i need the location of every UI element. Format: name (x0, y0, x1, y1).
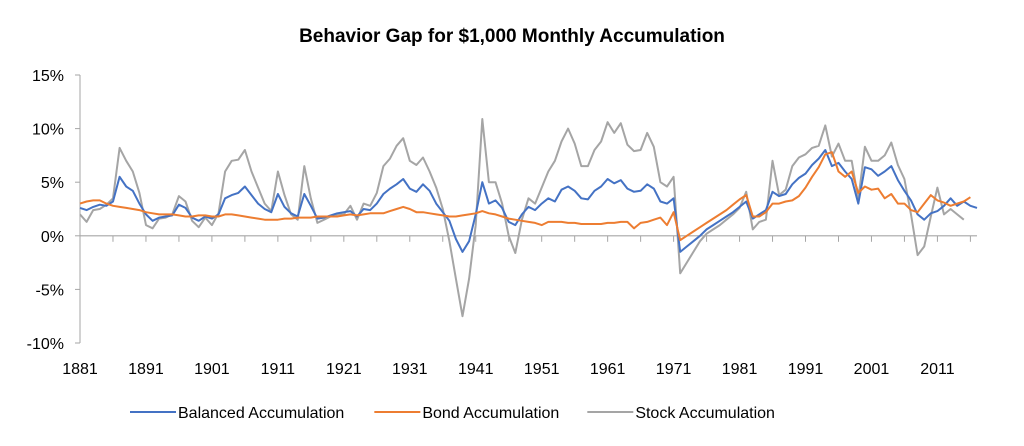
y-axis: -10% -5% 0% 5% 10% 15% (27, 68, 81, 353)
series-layer (79, 118, 978, 318)
y-tick-label: -5% (36, 282, 64, 299)
legend-label-balanced: Balanced Accumulation (178, 405, 344, 422)
balanced-series-line (79, 149, 978, 253)
x-tick-label: 1881 (62, 361, 98, 378)
x-axis: 1881 1891 1901 1911 1921 1931 1941 1951 1961 1971… (62, 235, 977, 378)
x-tick-label: 1981 (722, 361, 758, 378)
legend-label-stock: Stock Accumulation (635, 405, 775, 422)
x-tick-label: 1931 (392, 361, 428, 378)
y-tick-label: 5% (41, 175, 64, 192)
x-tick-label: 1891 (128, 361, 164, 378)
x-tick-label: 1911 (261, 361, 296, 378)
legend-item-balanced: Balanced Accumulation (130, 405, 344, 422)
y-tick-label: 15% (32, 68, 64, 85)
x-tick-label: 1961 (590, 361, 626, 378)
x-tick-label: 1921 (326, 361, 362, 378)
x-tick-label: 1971 (656, 361, 692, 378)
x-tick-label: 2001 (854, 361, 890, 378)
x-tick-label: 1991 (788, 361, 824, 378)
y-tick-label: -10% (27, 336, 64, 353)
chart-title: Behavior Gap for $1,000 Monthly Accumula… (299, 26, 725, 47)
x-tick-label: 1951 (524, 361, 560, 378)
x-tick-label: 1901 (194, 361, 230, 378)
legend: Balanced Accumulation Bond Accumulation … (130, 405, 775, 422)
y-tick-label: 0% (41, 229, 64, 246)
legend-item-stock: Stock Accumulation (587, 405, 775, 422)
x-tick-label: 2011 (920, 361, 955, 378)
stock-series-line (79, 118, 965, 318)
legend-label-bond: Bond Accumulation (422, 405, 559, 422)
bond-series-line (79, 151, 971, 242)
y-tick-label: 10% (32, 122, 64, 139)
legend-item-bond: Bond Accumulation (374, 405, 559, 422)
x-tick-label: 1941 (458, 361, 494, 378)
